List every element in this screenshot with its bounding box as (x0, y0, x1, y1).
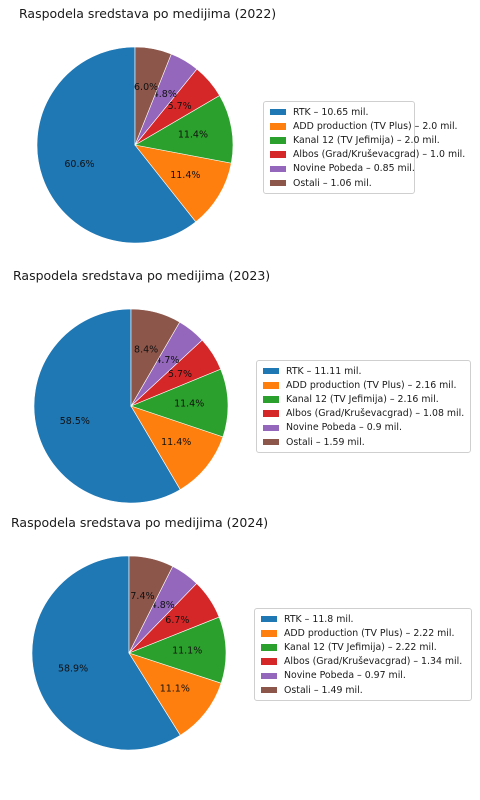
legend-label: ADD production (TV Plus) – 2.22 mil. (284, 627, 455, 639)
legend-item-kanal-12: Kanal 12 (TV Jefimija) – 2.22 mil. (261, 640, 464, 654)
pie-percent-label: 11.4% (161, 437, 191, 448)
legend-item-albos: Albos (Grad/Kruševacgrad) – 1.08 mil. (263, 407, 465, 421)
pie-percent-label: 60.6% (64, 159, 94, 170)
legend-item-novine-pobeda: Novine Pobeda – 0.9 mil. (263, 421, 463, 435)
legend-swatch (263, 424, 279, 432)
legend-swatch (270, 108, 286, 116)
legend-swatch (270, 179, 286, 187)
pie-slice-rtk (36, 46, 197, 244)
chart-panel-2024: Raspodela sredstava po medijima (2024) 5… (0, 515, 480, 760)
legend-label: Kanal 12 (TV Jefimija) – 2.0 mil. (293, 134, 440, 146)
legend-label: Kanal 12 (TV Jefimija) – 2.16 mil. (286, 393, 439, 405)
pie-percent-label: 58.9% (58, 664, 88, 675)
pie-chart: 60.6% 11.4% 11.4% 5.7%4.8%6.0% (36, 46, 234, 244)
legend-label: RTK – 11.11 mil. (286, 365, 362, 377)
legend-item-novine-pobeda: Novine Pobeda – 0.85 mil. (270, 162, 415, 176)
legend-label: Ostali – 1.06 mil. (293, 177, 372, 189)
legend-item-add-production: ADD production (TV Plus) – 2.22 mil. (261, 626, 464, 640)
legend-swatch (263, 396, 279, 403)
pie-slice-ostali (134, 46, 172, 146)
pie-percent-label: 11.1% (172, 646, 202, 657)
pie-percent-label: 4.8% (153, 89, 177, 100)
legend-swatch (270, 151, 286, 158)
legend-item-add-production: ADD production (TV Plus) – 2.16 mil. (263, 378, 463, 392)
legend-item-rtk: RTK – 10.65 mil. (270, 105, 407, 119)
pie-percent-label: 11.1% (160, 683, 190, 694)
pie-percent-label: 6.0% (134, 82, 158, 93)
pie-slice-kanal-12-tv-jefimija (128, 616, 227, 684)
pie-percent-label: 11.4% (170, 170, 200, 181)
legend-label: RTK – 10.65 mil. (293, 106, 369, 118)
legend-label: Novine Pobeda – 0.97 mil. (284, 670, 406, 682)
pie-percent-label: 11.4% (174, 399, 204, 410)
legend-swatch (270, 123, 286, 130)
legend-item-rtk: RTK – 11.8 mil. (261, 612, 464, 626)
pie-chart: 58.9% 11.1% 11.1% 6.7% 4.8%7.4% (31, 555, 227, 751)
pie-percent-label: 58.5% (60, 416, 90, 427)
legend-label: Novine Pobeda – 0.85 mil. (293, 163, 415, 175)
legend-swatch (261, 658, 277, 665)
legend-label: ADD production (TV Plus) – 2.16 mil. (286, 379, 457, 391)
pie-slice-rtk (33, 308, 181, 504)
legend-item-add-production: ADD production (TV Plus) – 2.0 mil. (270, 119, 458, 133)
legend-item-ostali: Ostali – 1.59 mil. (263, 435, 463, 449)
pie-percent-label: 7.4% (130, 591, 154, 602)
legend-label: Albos (Grad/Kruševacgrad) – 1.34 mil. (284, 656, 463, 668)
legend-label: Ostali – 1.59 mil. (286, 436, 365, 448)
pie-percent-label: 5.7% (168, 369, 192, 380)
chart-title: Raspodela sredstava po medijima (2023) (13, 268, 271, 283)
legend-swatch (261, 644, 277, 651)
pie-percent-label: 8.4% (134, 344, 158, 355)
legend-label: Albos (Grad/Kruševacgrad) – 1.0 mil. (293, 149, 466, 161)
pie-slice-ostali (130, 308, 181, 408)
legend: RTK – 11.11 mil. ADD production (TV Plus… (256, 360, 471, 454)
pie-chart: 58.5% 11.4% 11.4% 5.7% 4.7%8.4% (33, 308, 229, 504)
legend-swatch (263, 410, 279, 417)
pie-slice-kanal-12-tv-jefimija (130, 368, 229, 438)
legend-swatch (261, 686, 277, 694)
pie-percent-label: 6.7% (165, 615, 189, 626)
legend-label: Ostali – 1.49 mil. (284, 684, 363, 696)
legend-swatch (261, 630, 277, 637)
pie-slice-add-production-tv-plus (128, 652, 222, 736)
pie-slice-add-production-tv-plus (134, 144, 232, 223)
legend-swatch (270, 165, 286, 173)
legend-item-novine-pobeda: Novine Pobeda – 0.97 mil. (261, 669, 464, 683)
legend-label: Kanal 12 (TV Jefimija) – 2.22 mil. (284, 641, 437, 653)
legend-swatch (261, 615, 277, 623)
legend-label: ADD production (TV Plus) – 2.0 mil. (293, 120, 458, 132)
legend-label: Albos (Grad/Kruševacgrad) – 1.08 mil. (286, 408, 465, 420)
legend-label: RTK – 11.8 mil. (284, 613, 354, 625)
legend-swatch (270, 137, 286, 144)
pie-slice-kanal-12-tv-jefimija (134, 95, 234, 164)
legend-item-kanal-12: Kanal 12 (TV Jefimija) – 2.16 mil. (263, 392, 463, 406)
pie-slice-ostali (128, 555, 174, 654)
legend-swatch (263, 367, 279, 375)
legend-item-ostali: Ostali – 1.49 mil. (261, 683, 464, 697)
pie-percent-label: 4.7% (155, 355, 179, 366)
legend: RTK – 11.8 mil. ADD production (TV Plus)… (254, 608, 472, 702)
chart-panel-2022: Raspodela sredstava po medijima (2022) 6… (0, 6, 480, 256)
legend-swatch (263, 382, 279, 389)
pie-percent-label: 11.4% (178, 129, 208, 140)
legend-item-ostali: Ostali – 1.06 mil. (270, 176, 407, 190)
chart-panel-2023: Raspodela sredstava po medijima (2023) 5… (0, 268, 480, 513)
pie-slice-rtk (31, 555, 181, 751)
pie-percent-label: 5.7% (168, 101, 192, 112)
legend-swatch (263, 438, 279, 446)
chart-title: Raspodela sredstava po medijima (2024) (11, 515, 269, 530)
legend-item-rtk: RTK – 11.11 mil. (263, 364, 463, 378)
legend: RTK – 10.65 mil. ADD production (TV Plus… (263, 101, 465, 195)
pie-slice-add-production-tv-plus (130, 405, 224, 490)
chart-title: Raspodela sredstava po medijima (2022) (19, 6, 277, 21)
legend-item-albos: Albos (Grad/Kruševacgrad) – 1.0 mil. (270, 148, 465, 162)
legend-item-albos: Albos (Grad/Kruševacgrad) – 1.34 mil. (261, 655, 464, 669)
pie-percent-label: 4.8% (151, 600, 175, 611)
legend-swatch (261, 672, 277, 680)
legend-item-kanal-12: Kanal 12 (TV Jefimija) – 2.0 mil. (270, 133, 440, 147)
legend-label: Novine Pobeda – 0.9 mil. (286, 422, 402, 434)
